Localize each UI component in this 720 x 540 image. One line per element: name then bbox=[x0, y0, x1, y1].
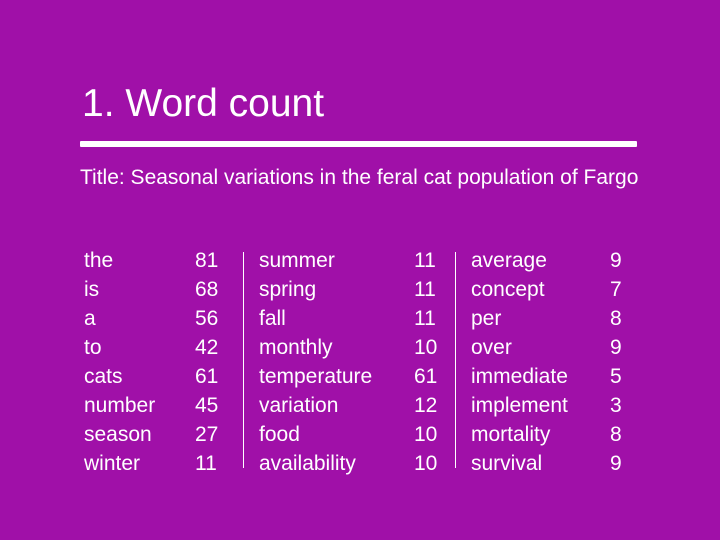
word-label: survival bbox=[471, 452, 543, 475]
word-row: implement 3 bbox=[471, 391, 640, 420]
word-label: over bbox=[471, 336, 512, 359]
word-count: 10 bbox=[414, 423, 438, 446]
word-count: 3 bbox=[610, 394, 622, 417]
word-row: immediate 5 bbox=[471, 362, 640, 391]
word-label: per bbox=[471, 307, 502, 330]
word-count: 61 bbox=[414, 365, 438, 388]
word-row: summer 11 bbox=[259, 246, 454, 275]
word-count: 56 bbox=[195, 307, 219, 330]
word-row: average 9 bbox=[471, 246, 640, 275]
word-label: spring bbox=[259, 278, 317, 301]
word-label: implement bbox=[471, 394, 568, 417]
word-label: number bbox=[84, 394, 156, 417]
word-row: concept 7 bbox=[471, 275, 640, 304]
word-count-column-1: the 81 is 68 a 56 to 42 cats 61 number 45 seas… bbox=[84, 246, 235, 478]
word-count: 11 bbox=[414, 307, 436, 330]
word-label: monthly bbox=[259, 336, 333, 359]
word-label: immediate bbox=[471, 365, 568, 388]
word-label: temperature bbox=[259, 365, 373, 388]
word-count: 5 bbox=[610, 365, 622, 388]
slide-subtitle: Title: Seasonal variations in the feral … bbox=[80, 166, 639, 189]
word-count: 11 bbox=[414, 278, 436, 301]
word-count: 45 bbox=[195, 394, 219, 417]
word-label: summer bbox=[259, 249, 335, 272]
word-row: monthly 10 bbox=[259, 333, 454, 362]
word-count: 9 bbox=[610, 452, 622, 475]
word-row: variation 12 bbox=[259, 391, 454, 420]
word-count: 9 bbox=[610, 336, 622, 359]
word-label: variation bbox=[259, 394, 339, 417]
word-row: spring 11 bbox=[259, 275, 454, 304]
word-count: 9 bbox=[610, 249, 622, 272]
word-count: 7 bbox=[610, 278, 622, 301]
word-label: average bbox=[471, 249, 547, 272]
word-count: 10 bbox=[414, 452, 438, 475]
word-row: fall 11 bbox=[259, 304, 454, 333]
word-label: season bbox=[84, 423, 152, 446]
word-row: the 81 bbox=[84, 246, 235, 275]
word-label: to bbox=[84, 336, 102, 359]
word-row: per 8 bbox=[471, 304, 640, 333]
word-label: winter bbox=[84, 452, 141, 475]
word-count: 42 bbox=[195, 336, 219, 359]
word-label: food bbox=[259, 423, 300, 446]
word-row: a 56 bbox=[84, 304, 235, 333]
word-row: number 45 bbox=[84, 391, 235, 420]
word-row: survival 9 bbox=[471, 449, 640, 478]
word-count-column-3: average 9 concept 7 per 8 over 9 immediate 5 … bbox=[471, 246, 640, 478]
word-count: 11 bbox=[195, 452, 217, 475]
word-row: food 10 bbox=[259, 420, 454, 449]
word-count: 12 bbox=[414, 394, 438, 417]
word-count: 8 bbox=[610, 307, 622, 330]
word-count: 11 bbox=[414, 249, 436, 272]
word-count-column-2: summer 11 spring 11 fall 11 monthly 10 tempe… bbox=[259, 246, 454, 478]
word-label: availability bbox=[259, 452, 356, 475]
column-divider bbox=[455, 252, 456, 468]
title-underline bbox=[80, 141, 637, 147]
word-count: 81 bbox=[195, 249, 219, 272]
word-label: a bbox=[84, 307, 96, 330]
word-count: 10 bbox=[414, 336, 438, 359]
word-row: winter 11 bbox=[84, 449, 235, 478]
word-row: to 42 bbox=[84, 333, 235, 362]
word-label: the bbox=[84, 249, 114, 272]
word-row: is 68 bbox=[84, 275, 235, 304]
word-row: availability 10 bbox=[259, 449, 454, 478]
word-count: 8 bbox=[610, 423, 622, 446]
word-row: over 9 bbox=[471, 333, 640, 362]
slide-title: 1. Word count bbox=[82, 82, 325, 125]
word-count: 27 bbox=[195, 423, 219, 446]
word-row: season 27 bbox=[84, 420, 235, 449]
word-row: cats 61 bbox=[84, 362, 235, 391]
word-label: mortality bbox=[471, 423, 551, 446]
word-row: mortality 8 bbox=[471, 420, 640, 449]
word-label: fall bbox=[259, 307, 286, 330]
word-row: temperature 61 bbox=[259, 362, 454, 391]
word-count: 61 bbox=[195, 365, 219, 388]
word-label: is bbox=[84, 278, 100, 301]
word-label: cats bbox=[84, 365, 123, 388]
word-label: concept bbox=[471, 278, 545, 301]
word-count: 68 bbox=[195, 278, 219, 301]
column-divider bbox=[243, 252, 244, 468]
